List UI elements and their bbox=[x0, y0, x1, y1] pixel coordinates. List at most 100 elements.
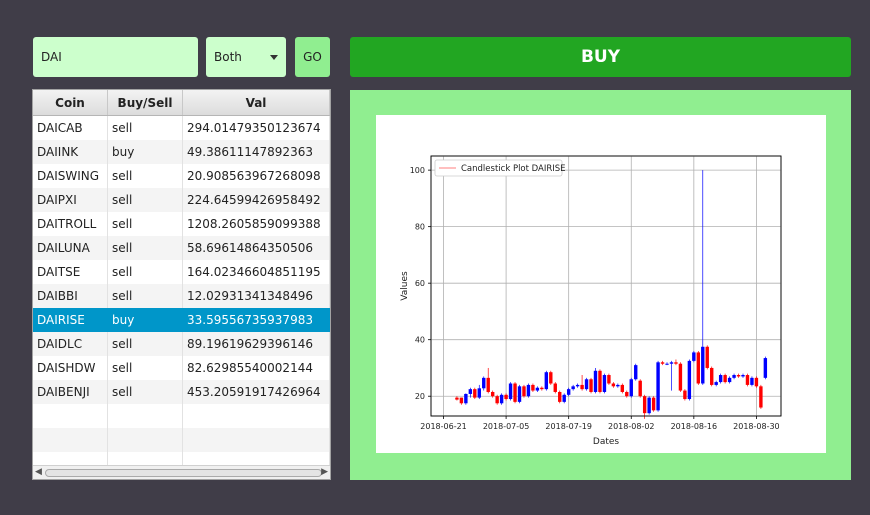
candle-body bbox=[683, 390, 687, 400]
candle-body bbox=[473, 389, 477, 398]
candle-body bbox=[490, 391, 495, 397]
scrollbar-thumb[interactable] bbox=[45, 469, 322, 477]
candle-body bbox=[504, 394, 508, 400]
search-input[interactable] bbox=[33, 37, 198, 77]
cell-coin: DAICAB bbox=[33, 116, 108, 140]
x-axis-ticks: 2018-06-21 2018-07-05 2018-07-19 2018-08-02… bbox=[420, 416, 780, 431]
candle-body bbox=[763, 358, 768, 378]
candle-body bbox=[482, 377, 486, 389]
candle-body bbox=[549, 372, 553, 384]
candle-body bbox=[598, 370, 602, 392]
candle-body bbox=[656, 362, 660, 411]
candle-body bbox=[732, 375, 736, 378]
candle-body bbox=[499, 394, 504, 404]
grid-lines bbox=[431, 156, 781, 416]
empty-cell bbox=[183, 452, 330, 476]
candle-body bbox=[634, 365, 638, 380]
filter-selected-label: Both bbox=[214, 50, 242, 64]
plot-frame bbox=[430, 155, 782, 417]
candle-body bbox=[714, 382, 718, 385]
candle-body bbox=[745, 375, 750, 385]
column-header-coin[interactable]: Coin bbox=[33, 90, 108, 115]
candle-body bbox=[607, 375, 611, 384]
buy-button[interactable]: BUY bbox=[350, 37, 851, 77]
cell-coin: DAITSE bbox=[33, 260, 108, 284]
cell-coin: DAIRISE bbox=[33, 308, 108, 332]
legend-box bbox=[434, 159, 563, 177]
table-row[interactable]: DAICAB sell 294.01479350123674 bbox=[33, 116, 330, 140]
table-row[interactable]: DAITSE sell 164.02346604851195 bbox=[33, 260, 330, 284]
y-tick-label: 60 bbox=[415, 279, 425, 288]
cell-buy-sell: sell bbox=[108, 260, 183, 284]
cell-val: 82.62985540002144 bbox=[183, 356, 330, 380]
horizontal-scrollbar[interactable]: ◀ ▶ bbox=[33, 465, 330, 479]
empty-cell bbox=[108, 428, 183, 452]
scroll-left-icon[interactable]: ◀ bbox=[35, 467, 42, 477]
empty-table-row bbox=[33, 404, 330, 428]
candle-body bbox=[526, 384, 531, 397]
table-row[interactable]: DAISHDW sell 82.62985540002144 bbox=[33, 356, 330, 380]
cell-coin: DAITROLL bbox=[33, 212, 108, 236]
cell-val: 49.38611147892363 bbox=[183, 140, 330, 164]
candle-body bbox=[562, 394, 566, 402]
cell-buy-sell: sell bbox=[108, 380, 183, 404]
candle-body bbox=[759, 386, 763, 408]
candle-body bbox=[468, 389, 473, 394]
go-button[interactable]: GO bbox=[295, 37, 330, 77]
column-header-buy-sell[interactable]: Buy/Sell bbox=[108, 90, 183, 115]
candles bbox=[455, 170, 768, 419]
cell-buy-sell: sell bbox=[108, 164, 183, 188]
scroll-right-icon[interactable]: ▶ bbox=[321, 467, 328, 477]
empty-cell bbox=[33, 404, 108, 428]
candle-body bbox=[750, 377, 754, 385]
cell-buy-sell: sell bbox=[108, 188, 183, 212]
cell-coin: DAIDLC bbox=[33, 332, 108, 356]
table-row[interactable]: DAIBENJI sell 453.20591917426964 bbox=[33, 380, 330, 404]
column-header-val[interactable]: Val bbox=[183, 90, 330, 115]
cell-val: 224.64599426958492 bbox=[183, 188, 330, 212]
cell-val: 294.01479350123674 bbox=[183, 116, 330, 140]
table-header: Coin Buy/Sell Val bbox=[33, 90, 330, 116]
cell-coin: DAIPXI bbox=[33, 188, 108, 212]
cell-val: 164.02346604851195 bbox=[183, 260, 330, 284]
coin-table: Coin Buy/Sell Val DAICAB sell 294.01479350… bbox=[32, 89, 331, 480]
y-axis-label: Values bbox=[400, 271, 410, 301]
candle-body bbox=[571, 386, 575, 390]
x-tick-label: 2018-06-21 bbox=[420, 422, 467, 431]
candle-body bbox=[486, 377, 490, 392]
cell-buy-sell: buy bbox=[108, 308, 183, 332]
candle-body bbox=[580, 384, 584, 390]
x-tick-label: 2018-08-16 bbox=[671, 422, 718, 431]
table-row[interactable]: DAIDLC sell 89.19619629396146 bbox=[33, 332, 330, 356]
cell-coin: DAIBENJI bbox=[33, 380, 108, 404]
x-tick-label: 2018-07-19 bbox=[545, 422, 592, 431]
table-row[interactable]: DAILUNA sell 58.69614864350506 bbox=[33, 236, 330, 260]
candle-body bbox=[647, 397, 651, 414]
candle-body bbox=[517, 386, 522, 402]
plot-area bbox=[430, 155, 782, 417]
cell-buy-sell: sell bbox=[108, 236, 183, 260]
candle-body bbox=[455, 397, 459, 400]
table-row[interactable]: DAIPXI sell 224.64599426958492 bbox=[33, 188, 330, 212]
table-row[interactable]: DAIRISE buy 33.59556735937983 bbox=[33, 308, 330, 332]
x-tick-label: 2018-08-30 bbox=[733, 422, 780, 431]
table-body: DAICAB sell 294.01479350123674 DAIINK buy 49.… bbox=[33, 116, 330, 476]
table-row[interactable]: DAISWING sell 20.908563967268098 bbox=[33, 164, 330, 188]
candle-body bbox=[736, 375, 741, 377]
buy-sell-filter-select[interactable]: Both bbox=[206, 37, 286, 77]
candle-body bbox=[566, 389, 571, 395]
candle-body bbox=[741, 375, 745, 377]
table-row[interactable]: DAIBBI sell 12.02931341348496 bbox=[33, 284, 330, 308]
candle-body bbox=[642, 396, 647, 414]
cell-coin: DAILUNA bbox=[33, 236, 108, 260]
table-row[interactable]: DAITROLL sell 1208.2605859099388 bbox=[33, 212, 330, 236]
candle-body bbox=[593, 370, 598, 392]
table-row[interactable]: DAIINK buy 49.38611147892363 bbox=[33, 140, 330, 164]
candle-body bbox=[678, 363, 683, 391]
y-tick-label: 80 bbox=[415, 223, 425, 232]
legend: Candlestick Plot DAIRISE bbox=[434, 159, 566, 177]
cell-val: 12.02931341348496 bbox=[183, 284, 330, 308]
candle-body bbox=[513, 383, 517, 402]
cell-val: 1208.2605859099388 bbox=[183, 212, 330, 236]
candle-body bbox=[723, 375, 727, 383]
